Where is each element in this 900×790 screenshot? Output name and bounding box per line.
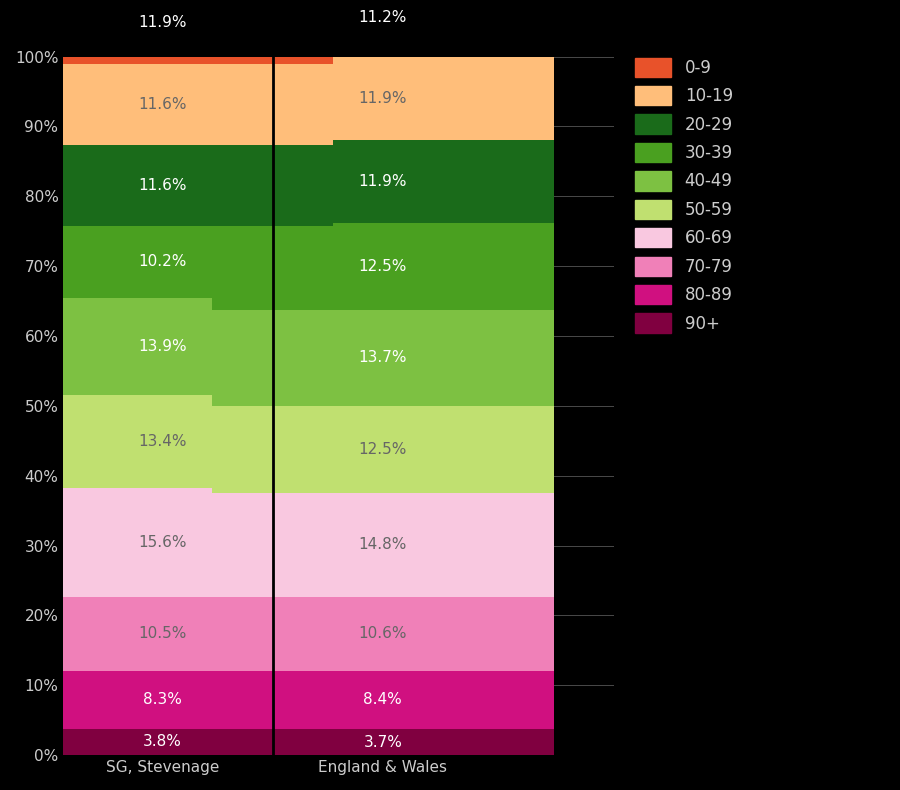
Text: 3.8%: 3.8%: [143, 735, 182, 750]
Bar: [0, 728, 333, 755]
Text: 10.2%: 10.2%: [139, 254, 186, 269]
Legend: 0-9, 10-19, 20-29, 30-39, 40-49, 50-59, 60-69, 70-79, 80-89, 90+: 0-9, 10-19, 20-29, 30-39, 40-49, 50-59, …: [628, 51, 740, 339]
Bar: [0, 64, 333, 145]
Bar: [212, 406, 554, 493]
Text: 8.4%: 8.4%: [364, 693, 402, 708]
Bar: [212, 493, 554, 596]
Text: 12.5%: 12.5%: [359, 259, 407, 274]
Bar: [212, 729, 554, 755]
Bar: [0, 671, 333, 728]
Bar: [212, 671, 554, 729]
Bar: [0, 597, 333, 671]
Bar: [0, 145, 333, 226]
Bar: [0, 0, 333, 64]
Text: 12.5%: 12.5%: [359, 442, 407, 457]
Text: 15.6%: 15.6%: [139, 536, 187, 551]
Text: 13.9%: 13.9%: [139, 339, 187, 354]
Bar: [0, 226, 333, 298]
Bar: [212, 223, 554, 310]
Text: 3.7%: 3.7%: [364, 735, 402, 750]
Text: 14.8%: 14.8%: [359, 537, 407, 552]
Bar: [212, 0, 554, 57]
Text: 11.9%: 11.9%: [358, 174, 407, 189]
Text: 11.2%: 11.2%: [359, 10, 407, 25]
Bar: [212, 57, 554, 140]
Text: 11.9%: 11.9%: [139, 15, 187, 30]
Bar: [0, 298, 333, 395]
Text: 11.6%: 11.6%: [139, 179, 187, 194]
Bar: [0, 488, 333, 597]
Bar: [212, 140, 554, 223]
Text: 11.9%: 11.9%: [358, 91, 407, 106]
Text: 8.3%: 8.3%: [143, 692, 182, 707]
Text: 11.6%: 11.6%: [139, 97, 187, 112]
Text: 13.4%: 13.4%: [139, 434, 187, 449]
Bar: [0, 395, 333, 488]
Text: 10.6%: 10.6%: [358, 626, 407, 641]
Text: 13.7%: 13.7%: [358, 351, 407, 366]
Bar: [212, 310, 554, 406]
Bar: [212, 596, 554, 671]
Text: 10.5%: 10.5%: [139, 626, 186, 641]
